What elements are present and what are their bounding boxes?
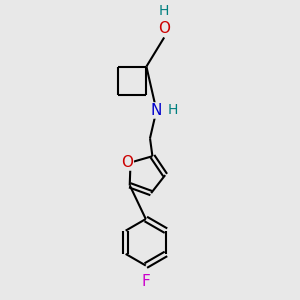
Text: N: N <box>151 103 162 118</box>
Text: F: F <box>141 274 150 289</box>
Text: H: H <box>168 103 178 117</box>
Text: O: O <box>158 21 170 36</box>
Text: H: H <box>159 4 169 18</box>
Text: O: O <box>121 155 133 170</box>
